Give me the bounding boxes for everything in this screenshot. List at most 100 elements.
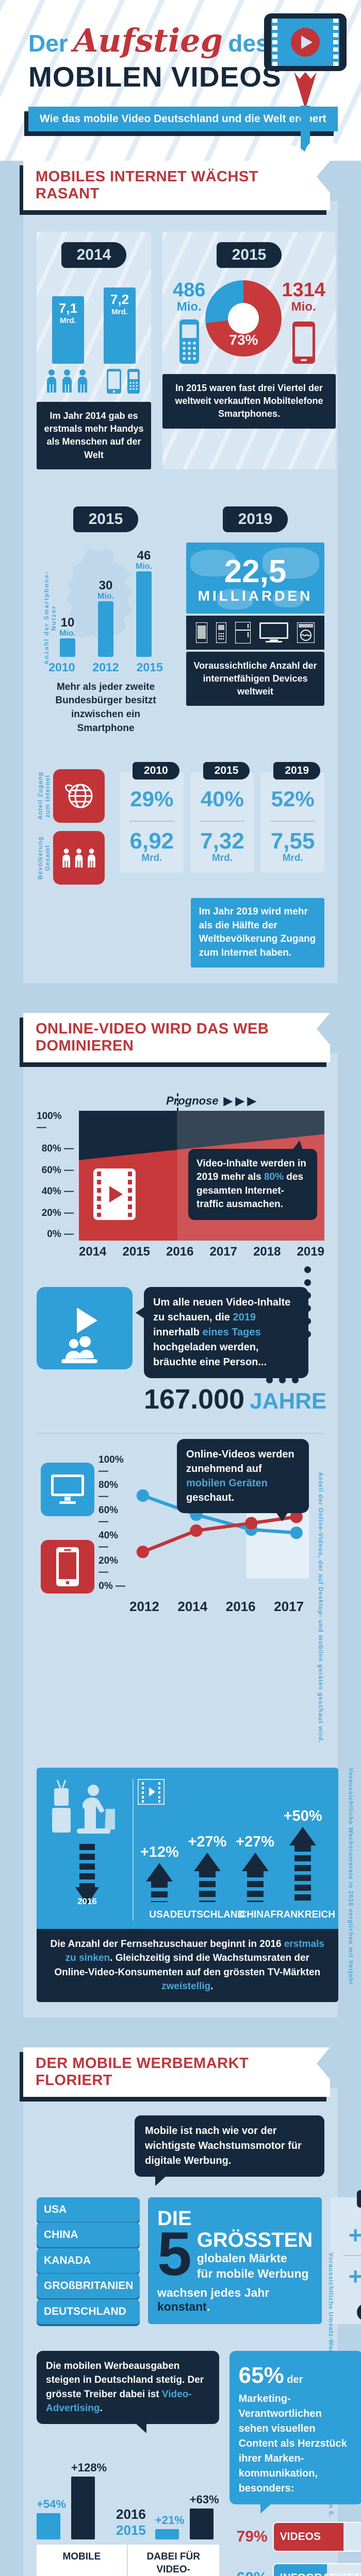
bar-menschen: 7,1 Mrd. [52,296,84,364]
country-pill: KANADA [37,2248,140,2273]
text-run: geschaut. [186,1492,235,1503]
text-run: Video-Inhalte werden in 2019 mehr als [196,1158,306,1183]
x-tick: 2016 [225,1598,256,1614]
x-tick: 2014 [79,1244,107,1259]
tv-decline-arrow: 2016 [75,1843,99,1915]
text-run: . [100,2403,103,2414]
play-button-icon [291,28,320,57]
section-online-video: Prognose ▶ ▶ ▶ 100% 80% 60% 40% 20% 0% [23,1053,355,2018]
y-axis: 100% 80% 60% 40% 20% 0% [99,1454,129,1592]
y-tick: 20% [42,1208,74,1219]
filmstrip-icon [333,19,338,66]
bar [60,638,75,657]
card-caption: In 2015 waren fast drei Viertel der welt… [162,374,336,429]
text-run-highlight: 2019 [233,1311,256,1323]
dots-decoration [266,1376,299,1383]
y-tick: 80% [42,1143,74,1155]
smartphone-share-donut: 73% [205,280,282,357]
country-label: DEUTSCHLAND [170,1909,245,1920]
section-werbemarkt: Mobile ist nach wie vor der wichtigste W… [23,2087,361,2576]
text-run-highlight: konstant [157,2299,207,2313]
bar-unit: Mrd. [111,308,128,317]
x-tick: 2010 [48,660,75,674]
y-tick: 40% [42,1186,74,1197]
x-tick: 2017 [274,1598,304,1614]
text-run: GRÖSSTEN [196,2228,313,2251]
area-chart-callout: Video-Inhalte werden in 2019 mehr als 80… [188,1140,317,1220]
x-tick: 2012 [129,1598,159,1614]
country-pill: DEUTSCHLAND [37,2299,140,2324]
population: 6,92 [129,828,174,854]
x-axis: 2012 2014 2016 2017 [129,1596,309,1615]
area-plot: Video-Inhalte werden in 2019 mehr als 80… [79,1093,324,1241]
washing-machine-icon [297,622,315,643]
country-pill: USA [37,2197,140,2222]
bar-unit: Mio. [97,591,114,601]
text-run: für mobile Werbung [196,2266,309,2280]
text-run: innerhalb [153,1326,203,1338]
country-label: FRANKREICH [270,1909,335,1920]
population: 7,32 [200,828,244,854]
x-tick: 2015 [122,1244,150,1259]
devices-unit: MILLIARDEN [198,587,313,604]
y-tick: 80% [99,1480,125,1502]
y-axis: 100% 80% 60% 40% 20% 0% [37,1111,79,1241]
jahre-unit: JAHRE [250,1388,327,1414]
x-tick: 2015 [136,660,163,674]
text-run: Um alle neuen Video-Inhalte zu schauen, … [153,1296,291,1323]
tv-viewer-icon [52,1780,115,1834]
y-tick: 0% [99,1581,125,1592]
bar-percent: 79% [236,2528,268,2546]
y-tick: 60% [42,1165,74,1176]
people-icon [53,831,105,885]
traffic-area-chart: Prognose ▶ ▶ ▶ 100% 80% 60% 40% 20% 0% [37,1093,324,1259]
bar-value: 7,1 [58,300,78,316]
card-caption: Im Jahr 2014 gab es erstmals mehr Handys… [37,402,151,469]
growth-arrow-frankreich: +50% [280,1808,326,1902]
card-2014: 2014 7,1 Mrd. 7,2 Mrd. Im Jahr 2 [37,232,151,469]
phones-icon [107,369,143,394]
y-tick: 0% [47,1229,74,1240]
card-2015-welt: 2015 486 Mio. 73% 1314 Mio. In 2015 ware… [162,232,336,469]
bar-unit: Mrd. [60,316,76,325]
globe-icon [53,769,105,823]
group-label: MOBILE [37,2544,128,2576]
desktop-icon [41,1462,94,1516]
population-unit: Mrd. [141,853,162,864]
year-tab: 2016 [356,2303,361,2321]
internet-share: 52% [271,787,315,811]
bar-value: +63% [189,2493,219,2506]
tablet-video-icon [264,13,347,71]
bar-2015 [37,2513,60,2539]
featurephone-icon [216,622,226,643]
content-callout: 65% der Marketing-Verantwortlichen sehen… [229,2350,361,2514]
x-tick: 2016 [166,1244,194,1259]
bar-group: 10 Mio. [59,616,76,657]
text-run: wachsen jedes Jahr [157,2285,270,2299]
growth-value: +27% [236,1834,275,1851]
title-word: des [228,30,269,57]
big5-box: DIE 5 GRÖSSTEN globalen Märkte für mobil… [148,2197,322,2324]
growth-rate-box: 2015 +51% +41% 2016 [330,2190,361,2324]
visual-content-block: 65% der Marketing-Verantwortlichen sehen… [229,2350,361,2576]
title-word-accent: Aufstieg [73,22,223,59]
country-label: USA [149,1909,170,1920]
line-plot: Online-Videos werden zunehmend auf mobil… [129,1438,309,1743]
line-chart-callout: Online-Videos werden zunehmend auf mobil… [177,1438,309,1521]
internet-share: 29% [130,787,174,811]
bar-percent: 60% [229,2569,268,2576]
text-run: DIE [157,2207,192,2230]
prognose-divider-line [177,1093,179,1111]
title-word: Der [28,30,68,57]
jahre-callout: Um alle neuen Video-Inhalte zu schauen, … [136,1286,308,1378]
featurephone-icon [179,319,199,364]
growth-2016: +41% [348,2262,361,2290]
population-unit: Mrd. [282,853,303,864]
growth-value: +27% [188,1834,227,1851]
content-bar-infografiken: 60% INFOGRAFIKEN [229,2563,361,2576]
bar-group: 46 Mio. [136,550,152,657]
bar-value: 30 [99,578,113,592]
people-icon [45,369,89,394]
video-audience-icon [37,1286,133,1369]
